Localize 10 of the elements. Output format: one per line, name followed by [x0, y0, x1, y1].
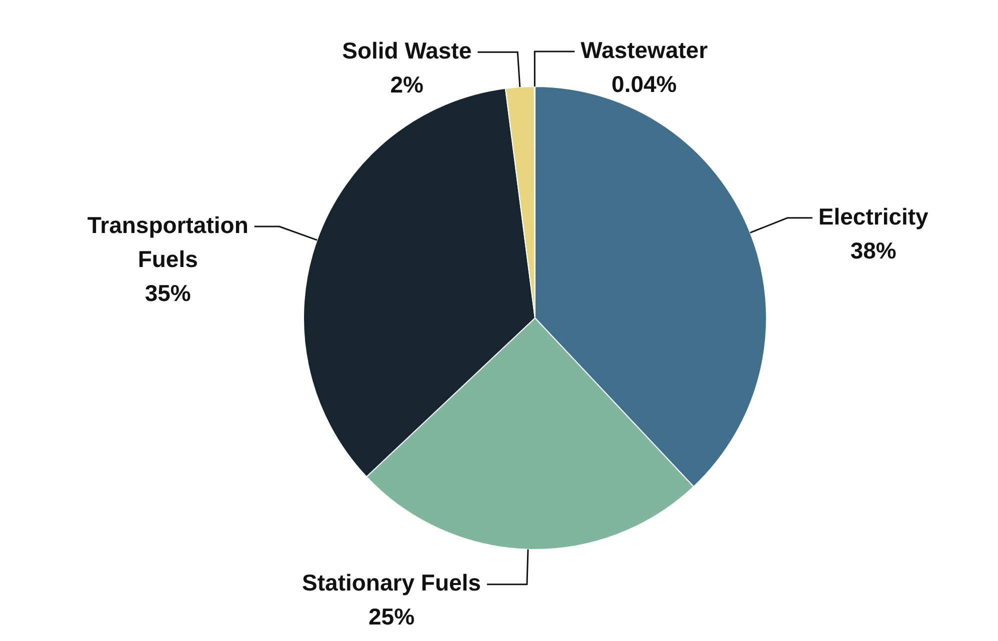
- data-label: 38%: [850, 237, 896, 264]
- slice-label: Transportation Fuels: [87, 212, 248, 272]
- slice-label: Electricity: [818, 203, 929, 230]
- data-label: 25%: [368, 604, 415, 630]
- data-label: 0.04%: [612, 70, 677, 97]
- data-label: 35%: [144, 280, 191, 306]
- data-label: 2%: [390, 71, 424, 98]
- slice-label: Solid Waste: [342, 37, 472, 64]
- slice-label: Stationary Fuels: [302, 570, 481, 596]
- slice-label: Wastewater: [580, 36, 708, 63]
